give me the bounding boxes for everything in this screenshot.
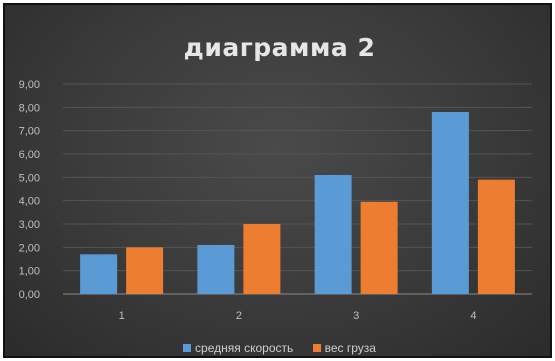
bar-speed-3 — [314, 175, 352, 294]
bar-weight-2 — [243, 224, 281, 294]
bar-speed-2 — [197, 245, 235, 294]
chart-frame: диаграмма 2 0,00 1,00 2,00 3,00 4,00 5,00 6,00… — [3, 3, 552, 358]
y-tick-label: 1,00 — [19, 266, 40, 278]
y-tick-label: 8,00 — [19, 102, 40, 114]
bar-weight-1 — [126, 247, 164, 294]
y-tick-label: 2,00 — [19, 242, 40, 254]
legend-item-speed: средняя скорость — [183, 341, 293, 355]
y-tick-label: 3,00 — [19, 219, 40, 231]
legend: средняя скорость вес груза — [5, 341, 554, 355]
x-tick-label: 4 — [470, 310, 476, 322]
bar-speed-4 — [431, 112, 469, 294]
legend-label-weight: вес груза — [324, 341, 376, 355]
legend-swatch-weight — [312, 344, 321, 352]
legend-swatch-speed — [183, 344, 192, 352]
y-tick-label: 7,00 — [19, 126, 40, 138]
y-tick-label: 6,00 — [19, 149, 40, 161]
legend-item-weight: вес груза — [312, 341, 376, 355]
y-tick-label: 9,00 — [19, 79, 40, 91]
chart-title: диаграмма 2 — [183, 33, 376, 62]
plot-area: 0,00 1,00 2,00 3,00 4,00 5,00 6,00 7,00 8,00 9,00… — [19, 79, 532, 322]
y-tick-label: 4,00 — [19, 196, 40, 208]
y-tick-label: 5,00 — [19, 172, 40, 184]
x-tick-label: 3 — [353, 310, 359, 322]
x-tick-label: 1 — [119, 310, 125, 322]
bar-speed-1 — [80, 254, 118, 294]
y-tick-label: 0,00 — [19, 289, 40, 301]
legend-label-speed: средняя скорость — [195, 341, 294, 355]
bar-weight-4 — [477, 179, 515, 294]
x-tick-label: 2 — [236, 310, 242, 322]
bar-weight-3 — [360, 201, 398, 294]
